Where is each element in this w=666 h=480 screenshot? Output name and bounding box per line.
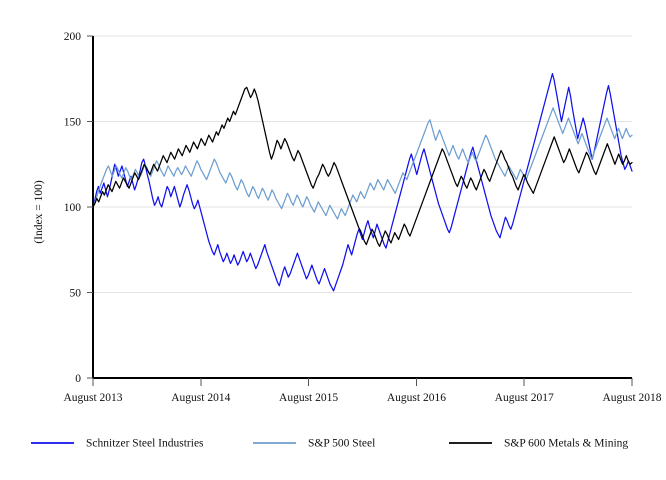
y-tick-label: 100: [64, 202, 82, 214]
y-tick-label: 50: [70, 288, 82, 300]
series-line-1: [92, 107, 633, 220]
legend-label-0: Schnitzer Steel Industries: [86, 438, 204, 450]
series-line-2: [92, 86, 633, 247]
chart-legend: Schnitzer Steel Industries S&P 500 Steel S…: [31, 438, 628, 450]
y-tick-label: 0: [75, 373, 81, 385]
legend-label-1: S&P 500 Steel: [308, 438, 375, 450]
y-tick-labels-group: 0 50 100 150 200: [64, 31, 82, 385]
y-axis-title-group: (Index = 100): [33, 180, 45, 243]
ticks-group: [87, 35, 633, 386]
series-line-0: [92, 72, 633, 292]
series-group: [92, 72, 633, 292]
y-tick-label: 200: [64, 31, 82, 43]
x-tick-labels-group: August 2013 August 2014 August 2015 August …: [63, 392, 661, 404]
legend-label-2: S&P 600 Metals & Mining: [504, 438, 628, 450]
y-axis-title: (Index = 100): [33, 180, 45, 243]
x-tick-label: August 2018: [602, 392, 661, 404]
y-tick-label: 150: [64, 117, 82, 129]
x-tick-label: August 2016: [387, 392, 446, 404]
gridlines-group: [93, 35, 632, 293]
x-tick-label: August 2013: [63, 392, 122, 404]
x-tick-label: August 2015: [279, 392, 338, 404]
x-tick-label: August 2017: [495, 392, 554, 404]
x-tick-label: August 2014: [171, 392, 230, 404]
